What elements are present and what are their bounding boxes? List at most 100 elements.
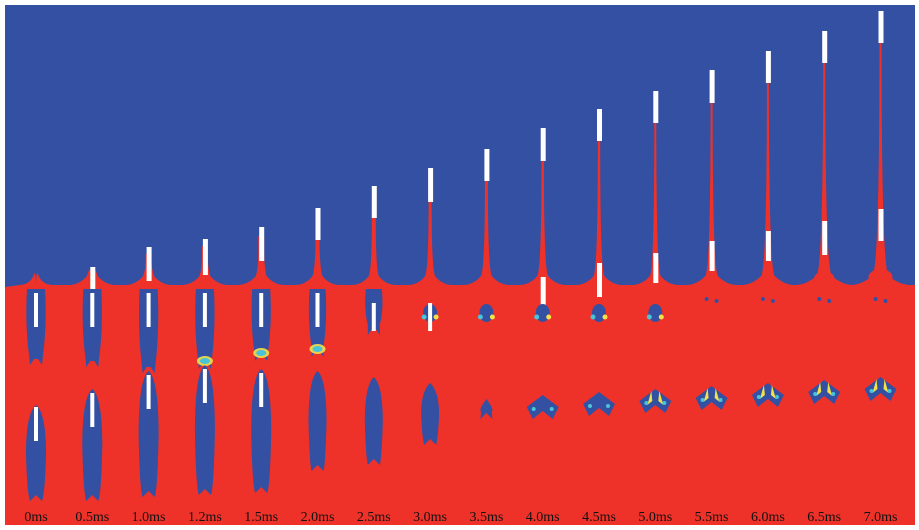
time-label: 0.5ms: [75, 510, 109, 525]
residual-bubble: [770, 299, 775, 303]
contour-warm: [770, 385, 776, 399]
contour-warm: [703, 388, 709, 402]
projectile-lower: [878, 209, 884, 241]
time-label: 1.0ms: [132, 510, 166, 525]
projectile-upper: [146, 247, 152, 281]
projectile-upper: [878, 11, 884, 43]
cavity-droplet: [602, 314, 608, 320]
projectile-submerged: [259, 293, 264, 327]
cavity-lower: [82, 389, 103, 501]
jet-base-bulb: [705, 275, 718, 285]
jet-base-bulb: [759, 273, 776, 285]
cavity-lower: [26, 405, 46, 501]
contour-warm: [872, 379, 878, 393]
time-label: 0ms: [24, 510, 47, 525]
water-region: [5, 19, 915, 525]
time-label: 2.0ms: [301, 510, 335, 525]
projectile-upper: [822, 31, 828, 63]
cavity-lower: [480, 399, 493, 419]
cavity-fragment: [479, 304, 494, 322]
time-label: 4.5ms: [582, 510, 616, 525]
residual-bubble: [714, 299, 719, 303]
projectile-lower: [822, 221, 828, 255]
projectile-submerged: [90, 293, 95, 327]
collapse-fragment: [526, 395, 559, 419]
contour-cool: [700, 398, 705, 402]
cavity-fragment: [592, 304, 606, 322]
contour-cool: [774, 395, 779, 399]
projectile-lower: [653, 253, 659, 283]
projectile-submerged: [202, 293, 207, 327]
cavity-droplet: [433, 314, 439, 320]
contour-cool: [869, 389, 874, 393]
cavity-upper: [82, 289, 102, 367]
projectile-upper: [371, 186, 377, 218]
time-label: 5.0ms: [638, 510, 672, 525]
contour-cool: [831, 392, 836, 396]
projectile-upper: [428, 168, 434, 202]
projectile-lower: [765, 231, 771, 261]
cavity-droplet: [590, 314, 596, 320]
projectile-upper: [709, 70, 715, 103]
collapse-core: [199, 358, 210, 364]
time-label: 7.0ms: [864, 510, 898, 525]
contour-cool: [813, 392, 818, 396]
projectile-upper: [484, 149, 490, 181]
projectile-submerged: [34, 293, 38, 327]
contour-cool: [662, 401, 667, 405]
contour-warm: [883, 379, 889, 393]
contour-cool: [756, 395, 761, 399]
contour-cool: [606, 404, 610, 408]
collapse-fragment: [751, 383, 784, 407]
time-labels: 0ms 0.5ms 1.0ms 1.2ms 1.5ms 2.0ms 2.5ms 3.0ms 3.…: [24, 510, 897, 525]
projectile-submerged: [146, 293, 151, 327]
projectile-upper: [653, 91, 659, 123]
time-label: 4.0ms: [526, 510, 560, 525]
cavity-droplet: [658, 314, 664, 320]
projectile-submerged: [315, 293, 320, 327]
projectile-upper: [765, 51, 771, 83]
cavity-fragment: [535, 304, 550, 322]
cavity-upper: [138, 289, 159, 373]
residual-bubble: [873, 297, 878, 301]
residual-bubble: [817, 297, 822, 301]
residual-bubble: [827, 299, 832, 303]
projectile-lower-cavity: [259, 373, 264, 407]
cavity-lower: [194, 365, 215, 495]
projectile-upper: [540, 128, 546, 161]
time-label: 1.5ms: [244, 510, 278, 525]
contour-warm: [827, 382, 833, 396]
projectile-upper: [315, 208, 321, 240]
cavity-lower: [251, 369, 272, 493]
cavity-lower: [308, 371, 327, 471]
projectile-lower-cavity: [146, 375, 151, 409]
contour-cool: [549, 407, 554, 411]
contour-warm: [647, 391, 653, 405]
projectile-lower: [597, 263, 602, 297]
time-columns: [26, 11, 897, 501]
cavity-lower: [421, 383, 440, 445]
cavity-fragment: [648, 304, 663, 322]
projectile-upper: [597, 109, 602, 141]
time-label: 1.2ms: [188, 510, 222, 525]
cavity-droplet: [489, 314, 495, 320]
projectile-upper: [259, 227, 265, 261]
contour-cool: [887, 389, 892, 393]
collapse-fragment: [864, 377, 897, 401]
contour-cool: [588, 404, 592, 408]
contour-warm: [816, 382, 822, 396]
residual-bubble: [704, 297, 709, 301]
contour-cool: [718, 398, 723, 402]
cavity-lower: [364, 377, 383, 465]
time-label: 3.5ms: [469, 510, 503, 525]
projectile-submerged: [428, 303, 433, 331]
time-label: 3.0ms: [413, 510, 447, 525]
time-label: 5.5ms: [695, 510, 729, 525]
contour-warm: [658, 391, 664, 405]
collapse-core: [312, 346, 323, 352]
projectile-lower-cavity: [34, 407, 38, 441]
cavity-droplet: [421, 314, 427, 320]
projectile-lower: [709, 241, 715, 271]
jet-base-bulb: [868, 269, 893, 285]
